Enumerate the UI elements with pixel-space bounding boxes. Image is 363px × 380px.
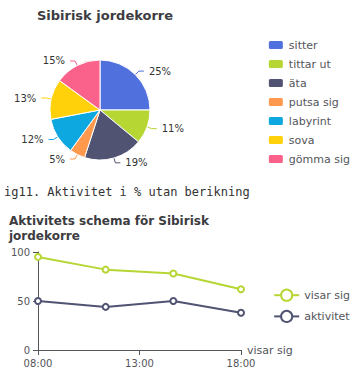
svg-text:Aktivitets schema för Sibirisk: Aktivitets schema för Sibirisk bbox=[9, 214, 210, 228]
svg-text:18:00: 18:00 bbox=[227, 358, 256, 369]
svg-text:tittar ut: tittar ut bbox=[289, 58, 332, 71]
svg-text:gömma sig: gömma sig bbox=[289, 153, 350, 166]
svg-text:12%: 12% bbox=[21, 134, 43, 145]
svg-text:13:00: 13:00 bbox=[125, 358, 154, 369]
svg-text:aktivitet: aktivitet bbox=[304, 310, 350, 323]
svg-text:5%: 5% bbox=[49, 154, 65, 165]
svg-text:0: 0 bbox=[24, 345, 30, 356]
svg-text:sova: sova bbox=[289, 134, 315, 147]
svg-text:putsa sig: putsa sig bbox=[289, 96, 339, 109]
svg-text:50: 50 bbox=[17, 296, 30, 307]
svg-text:19%: 19% bbox=[125, 157, 147, 168]
svg-text:100: 100 bbox=[11, 247, 30, 258]
svg-text:jordekorre: jordekorre bbox=[8, 229, 80, 243]
svg-text:sitter: sitter bbox=[289, 39, 318, 52]
svg-text:25%: 25% bbox=[149, 66, 171, 77]
svg-text:13%: 13% bbox=[14, 93, 36, 104]
svg-text:08:00: 08:00 bbox=[24, 358, 53, 369]
svg-text:11%: 11% bbox=[162, 123, 184, 134]
svg-text:ig11. Aktivitet i % utan berik: ig11. Aktivitet i % utan berikning bbox=[4, 185, 250, 199]
svg-text:Sibirisk jordekorre: Sibirisk jordekorre bbox=[37, 8, 173, 23]
svg-text:visar sig: visar sig bbox=[247, 344, 293, 357]
svg-text:labyrint: labyrint bbox=[289, 115, 332, 128]
svg-text:visar sig: visar sig bbox=[304, 289, 350, 302]
svg-text:15%: 15% bbox=[43, 55, 65, 66]
svg-text:äta: äta bbox=[289, 77, 307, 90]
